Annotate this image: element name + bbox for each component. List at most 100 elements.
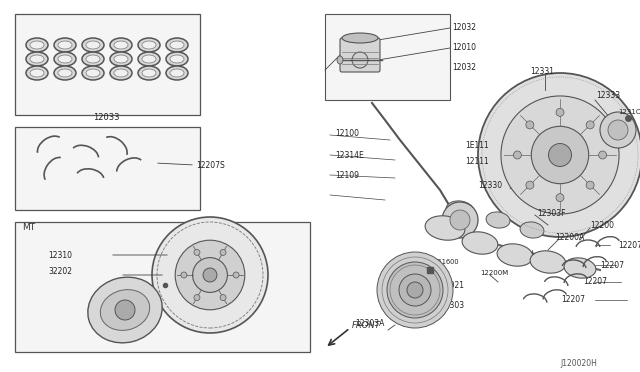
Ellipse shape	[530, 251, 566, 273]
Circle shape	[377, 252, 453, 328]
Ellipse shape	[497, 244, 533, 266]
Circle shape	[175, 240, 245, 310]
Ellipse shape	[26, 38, 48, 52]
FancyBboxPatch shape	[340, 38, 380, 72]
Circle shape	[548, 144, 572, 167]
Bar	[325, 14, 450, 100]
Ellipse shape	[54, 38, 76, 52]
Ellipse shape	[170, 41, 184, 49]
Ellipse shape	[58, 41, 72, 49]
Ellipse shape	[342, 33, 378, 43]
Circle shape	[152, 217, 268, 333]
Ellipse shape	[30, 69, 44, 77]
Text: 12207S: 12207S	[196, 160, 225, 170]
Ellipse shape	[30, 55, 44, 63]
Ellipse shape	[520, 222, 544, 238]
Ellipse shape	[170, 55, 184, 63]
Circle shape	[233, 272, 239, 278]
Text: 12207: 12207	[561, 295, 585, 305]
Text: 12303F: 12303F	[537, 208, 566, 218]
Text: 12032: 12032	[452, 22, 476, 32]
Ellipse shape	[142, 55, 156, 63]
Text: J120020H: J120020H	[560, 359, 597, 368]
Ellipse shape	[82, 52, 104, 66]
Ellipse shape	[138, 66, 160, 80]
Ellipse shape	[26, 66, 48, 80]
Ellipse shape	[86, 69, 100, 77]
Text: 12200A: 12200A	[555, 232, 584, 241]
Text: 12314E: 12314E	[335, 151, 364, 160]
Ellipse shape	[110, 66, 132, 80]
Ellipse shape	[166, 66, 188, 80]
Text: 12032: 12032	[452, 64, 476, 73]
Text: 12109: 12109	[335, 170, 359, 180]
Ellipse shape	[100, 290, 150, 330]
Circle shape	[181, 272, 187, 278]
Text: KEY(I): KEY(I)	[415, 269, 435, 275]
Ellipse shape	[54, 66, 76, 80]
Ellipse shape	[54, 52, 76, 66]
Text: FRONT: FRONT	[352, 321, 381, 330]
Ellipse shape	[462, 232, 498, 254]
Ellipse shape	[425, 216, 465, 240]
Text: 12331: 12331	[530, 67, 554, 77]
Circle shape	[387, 262, 443, 318]
Ellipse shape	[486, 212, 510, 228]
Text: 1E111: 1E111	[465, 141, 489, 150]
Circle shape	[407, 282, 423, 298]
Circle shape	[586, 121, 594, 129]
Ellipse shape	[86, 41, 100, 49]
Text: 12207: 12207	[583, 278, 607, 286]
Ellipse shape	[114, 41, 128, 49]
Text: 12200H: 12200H	[506, 250, 534, 256]
Circle shape	[115, 300, 135, 320]
Ellipse shape	[30, 41, 44, 49]
Ellipse shape	[58, 69, 72, 77]
Text: 12310: 12310	[48, 250, 72, 260]
Circle shape	[450, 210, 470, 230]
Text: 00926-51600: 00926-51600	[415, 259, 460, 265]
Circle shape	[442, 202, 478, 238]
Ellipse shape	[110, 52, 132, 66]
Ellipse shape	[138, 38, 160, 52]
Circle shape	[220, 249, 226, 256]
Text: 12333: 12333	[596, 92, 620, 100]
Circle shape	[526, 181, 534, 189]
Circle shape	[598, 151, 607, 159]
Ellipse shape	[166, 52, 188, 66]
Ellipse shape	[446, 201, 474, 219]
Ellipse shape	[82, 66, 104, 80]
Text: 12330: 12330	[478, 182, 502, 190]
Circle shape	[556, 108, 564, 116]
Circle shape	[220, 295, 226, 301]
Ellipse shape	[88, 277, 162, 343]
Ellipse shape	[166, 38, 188, 52]
Bar	[15, 14, 200, 115]
Ellipse shape	[58, 55, 72, 63]
Text: 12207: 12207	[600, 260, 624, 269]
Text: 12303A: 12303A	[355, 318, 385, 327]
Bar	[15, 127, 200, 210]
Text: 1231OA: 1231OA	[618, 109, 640, 115]
Text: 12100: 12100	[335, 128, 359, 138]
Text: 12200: 12200	[590, 221, 614, 231]
Circle shape	[501, 96, 619, 214]
Text: 12207: 12207	[618, 241, 640, 250]
Ellipse shape	[82, 38, 104, 52]
Text: 12200M: 12200M	[480, 270, 508, 276]
Circle shape	[600, 112, 636, 148]
Ellipse shape	[114, 69, 128, 77]
Text: 12111: 12111	[465, 157, 489, 167]
Ellipse shape	[86, 55, 100, 63]
Ellipse shape	[110, 38, 132, 52]
Circle shape	[194, 249, 200, 256]
Ellipse shape	[26, 52, 48, 66]
Ellipse shape	[170, 69, 184, 77]
Text: 32202: 32202	[48, 267, 72, 276]
Ellipse shape	[337, 56, 343, 64]
Circle shape	[526, 121, 534, 129]
Ellipse shape	[142, 69, 156, 77]
Text: MT: MT	[22, 224, 35, 232]
Ellipse shape	[114, 55, 128, 63]
Ellipse shape	[142, 41, 156, 49]
